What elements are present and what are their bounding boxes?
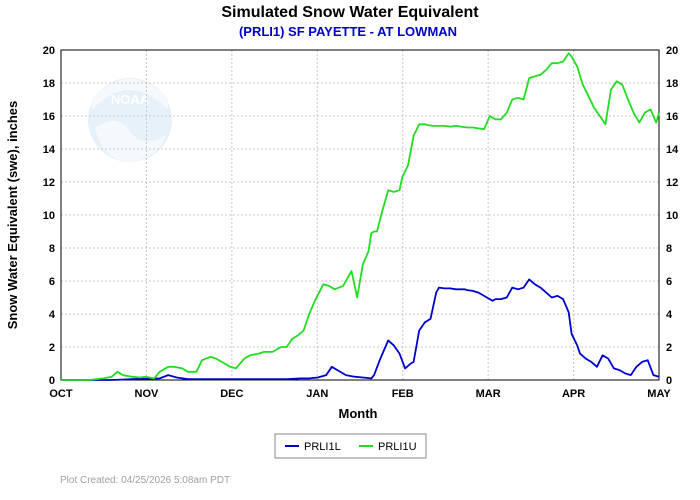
- grid-lines: [61, 50, 659, 380]
- x-tick-label-mar: MAR: [476, 388, 501, 400]
- x-tick-label-oct: OCT: [49, 388, 73, 400]
- series-line-prli1l: [61, 278, 660, 381]
- y-tick-label-right: 2: [666, 342, 672, 354]
- noaa-logo-watermark: NOAA: [88, 78, 172, 162]
- y-tick-label-left: 4: [49, 309, 56, 321]
- x-tick-label-may: MAY: [647, 388, 671, 400]
- y-tick-label-right: 8: [666, 243, 672, 255]
- y-tick-label-right: 14: [666, 144, 679, 156]
- y-tick-label-right: 6: [666, 276, 672, 288]
- x-axis-label: Month: [339, 406, 378, 421]
- series-layer: [61, 52, 660, 381]
- x-tick-label-feb: FEB: [392, 388, 414, 400]
- y-tick-label-right: 20: [666, 45, 678, 57]
- plot-created-footer: Plot Created: 04/25/2026 5:08am PDT: [60, 475, 230, 486]
- x-tick-label-nov: NOV: [135, 388, 160, 400]
- noaa-watermark-text: NOAA: [111, 92, 150, 107]
- legend-label-prli1u: PRLI1U: [378, 441, 417, 453]
- y-tick-label-right: 10: [666, 210, 678, 222]
- chart-title: Simulated Snow Water Equivalent: [221, 4, 479, 21]
- x-tick-label-apr: APR: [562, 388, 585, 400]
- y-tick-label-left: 12: [43, 177, 55, 189]
- y-tick-label-right: 0: [666, 375, 672, 387]
- y-tick-label-left: 20: [43, 45, 55, 57]
- legend-box: [274, 433, 427, 459]
- legend-label-prli1l: PRLI1L: [304, 441, 341, 453]
- y-tick-label-right: 16: [666, 111, 678, 123]
- plot-area-frame: [60, 49, 660, 381]
- y-tick-label-left: 8: [49, 243, 55, 255]
- x-tick-label-jan: JAN: [306, 388, 328, 400]
- x-tick-label-dec: DEC: [220, 388, 243, 400]
- y-tick-label-left: 0: [49, 375, 55, 387]
- y-tick-label-right: 4: [666, 309, 673, 321]
- y-tick-label-left: 18: [43, 78, 55, 90]
- series-line-prli1u: [61, 52, 660, 381]
- legend: PRLI1L PRLI1U: [274, 433, 427, 459]
- y-axis-label: Snow Water Equivalent (swe), inches: [5, 101, 20, 330]
- axis-ticks: 0 0 2 2 4 4 6 6 8 8 10 10 12 12 14 14 16 16 18 18 20 20 OCT NOV…: [43, 45, 679, 400]
- chart-subtitle: (PRLI1) SF PAYETTE - AT LOWMAN: [239, 24, 457, 39]
- y-tick-label-left: 10: [43, 210, 55, 222]
- y-tick-label-left: 6: [49, 276, 55, 288]
- y-tick-label-left: 14: [43, 144, 56, 156]
- y-tick-label-right: 18: [666, 78, 678, 90]
- y-tick-label-right: 12: [666, 177, 678, 189]
- y-tick-label-left: 16: [43, 111, 55, 123]
- y-tick-label-left: 2: [49, 342, 55, 354]
